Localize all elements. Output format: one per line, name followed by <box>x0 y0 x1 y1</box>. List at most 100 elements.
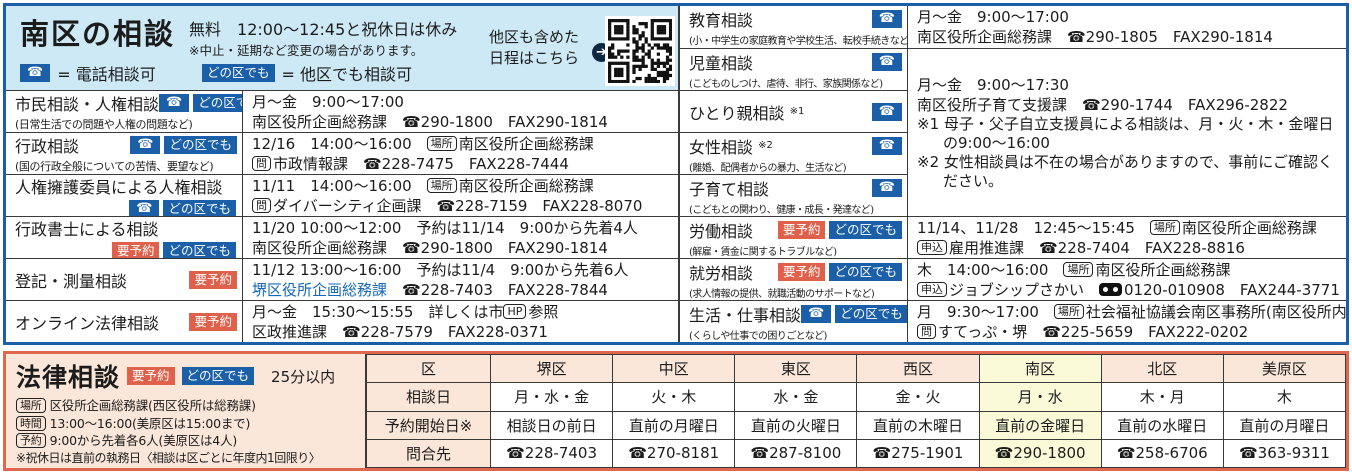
legal-info-line: 時間 13:00〜16:00(美原区は15:00まで) <box>16 415 357 433</box>
phone-legend: ☎ = 電話相談可 <box>20 61 156 85</box>
consultation-description: (国の行政全般についての苦情、要望など) <box>15 160 214 173</box>
detail-line: 11/20 10:00〜12:00 予約は11/14 9:00から先着4人 <box>252 218 638 237</box>
phone-ok-badge: ☎ <box>871 136 902 155</box>
qr-caption: 他区も含めた 日程はこちら <box>489 27 579 69</box>
detail-line: 南区役所企画総務課 ☎290-1800 FAX290-1814 <box>252 112 608 131</box>
table-cell: 木・月 <box>1100 382 1224 412</box>
table-cell: ☎270-8181 <box>612 438 736 469</box>
phone-ok-badge: ☎ <box>129 199 160 216</box>
consultation-row-label: ひとり親相談 ※1 ☎ <box>680 90 908 132</box>
row-header: 予約開始日※ <box>366 410 491 440</box>
table-row: 予約開始日※ 相談日の前日 直前の月曜日 直前の火曜日 直前の木曜日 直前の金曜日 直前の水… <box>366 410 1347 440</box>
consultation-row-label: 女性相談 ※2 ☎ (離婚、配偶者からの暴力、生活など) <box>680 132 908 174</box>
consultation-row-detail: 月〜金 15:30〜15:55 詳しくは市 HP 参照 区政推進課 ☎228-7579… <box>243 300 678 342</box>
ward-header: 東区 <box>734 353 858 384</box>
table-row: 問合先 ☎228-7403 ☎270-8181 ☎287-8100 ☎275-1901 ☎… <box>366 438 1347 469</box>
consultation-row-detail: 月〜金 9:00〜17:30 南区役所子育て支援課 ☎290-1744 FAX29… <box>908 48 1346 216</box>
table-cell: 水・金 <box>734 382 858 412</box>
consultation-row-label: 教育相談 ☎ (小・中学生の家庭教育や学校生活、転校手続きなど) <box>680 6 908 48</box>
office-link-text: 堺区役所企画総務課 <box>252 280 388 299</box>
detail-line: 11/11 14:00〜16:00 場所 南区役所企画総務課 <box>252 176 594 195</box>
consultation-row-detail: 月 9:30〜17:00 場所 社会福祉協議会南区事務所(南区役所内) 問すてっぷ・… <box>908 300 1346 342</box>
table-cell: 直前の月曜日 <box>612 410 736 440</box>
table-cell: 直前の金曜日 <box>978 410 1102 440</box>
tag-box: 場所 <box>426 177 457 193</box>
ward-header: 北区 <box>1100 353 1224 384</box>
consultation-name: 教育相談 <box>689 11 754 30</box>
consultation-row-detail: 11/20 10:00〜12:00 予約は11/14 9:00から先着4人 南区役… <box>243 216 678 258</box>
column-header: 区 <box>366 353 491 384</box>
tag-box: 問 <box>252 155 271 171</box>
reservation-required-badge: 要予約 <box>127 367 175 385</box>
consultation-row-detail: 木 14:00〜16:00 場所 南区役所企画総務課 申込 ジョブシップさかい 012… <box>908 258 1346 300</box>
table-row: 区堺区 中区 東区 西区 南区 北区 美原区 <box>366 353 1347 384</box>
consultation-description: (小・中学生の家庭教育や学校生活、転校手続きなど) <box>689 36 908 47</box>
legal-schedule-table: 区堺区 中区 東区 西区 南区 北区 美原区 相談日 月・水・金 火・木 水・金 金・火 月・水 木・月木… <box>366 353 1347 469</box>
consultation-row-label: 市民相談・人権相談☎どの区でも(日常生活での問題や人権の問題など) <box>6 90 243 132</box>
detail-line: 月〜金 9:00〜17:30 <box>917 75 1069 94</box>
detail-line: 月〜金 15:30〜15:55 詳しくは市 HP 参照 <box>252 302 559 321</box>
table-cell: 相談日の前日 <box>489 410 614 440</box>
legal-consultation-info: 法律相談 要予約 どの区でも 25分以内 場所 区役所企画総務課(西区役所は総務課… <box>6 354 366 468</box>
consultation-description: (日常生活での問題や人権の問題など) <box>15 118 193 131</box>
row-header: 相談日 <box>366 382 491 412</box>
consultation-row-detail: 月〜金 9:00〜17:00 南区役所企画総務課 ☎290-1805 FAX290… <box>908 6 1346 48</box>
reservation-required-badge: 要予約 <box>777 262 826 281</box>
any-ward-badge: どの区でも <box>163 199 236 216</box>
table-cell: ☎275-1901 <box>856 438 980 469</box>
consultation-name: 子育て相談 <box>689 179 770 199</box>
detail-line: 12/16 14:00〜16:00 場所 南区役所企画総務課 <box>252 134 594 153</box>
consultation-row-detail: 12/16 14:00〜16:00 場所 南区役所企画総務課問市政情報課 ☎228… <box>243 132 678 174</box>
table-cell: ☎290-1800 <box>978 438 1102 469</box>
legal-info-text: 9:00から先着各6人(美原区は4人) <box>49 433 238 448</box>
table-cell: 火・木 <box>612 382 736 412</box>
detail-line: 問ダイバーシティ企画課 ☎228-7159 FAX228-8070 <box>252 196 672 216</box>
consultation-row-label: 児童相談 ☎ (こどものしつけ、虐待、非行、家族関係など) <box>680 48 908 90</box>
legal-info-line: ※祝休日は直前の執務日〈相談は区ごとに年度内1回限り〉 <box>16 450 357 468</box>
tag-box: 予約 <box>16 433 46 449</box>
phone-ok-badge: ☎ <box>871 10 902 28</box>
legal-info-text: 区役所企画総務課(西区役所は総務課) <box>49 398 256 413</box>
detail-line: ※1 母子・父子自立支援員による相談は、月・火・木・金曜日の9:00〜16:00 <box>917 114 1334 152</box>
detail-line: 月〜金 9:00〜17:00 <box>252 92 404 111</box>
detail-line: ※2 女性相談員は不在の場合がありますので、事前にご確認ください。 <box>917 152 1333 190</box>
any-ward-legend: どの区でも = 他区でも相談可 <box>202 61 412 85</box>
phone-ok-badge: ☎ <box>871 102 902 121</box>
hours-text: 12:00〜12:45と祝休日は休み <box>237 20 458 39</box>
detail-line: 堺区役所企画総務課 ☎228-7403 FAX228-7844 <box>252 280 608 299</box>
detail-line: 木 14:00〜16:00 場所 南区役所企画総務課 <box>917 260 1231 279</box>
table-row: 相談日 月・水・金 火・木 水・金 金・火 月・水 木・月木 <box>366 382 1347 412</box>
detail-line: 南区役所企画総務課 ☎290-1800 FAX290-1814 <box>252 238 608 257</box>
reservation-required-badge: 要予約 <box>777 220 826 239</box>
detail-line: 申込 ジョブシップさかい 0120-010908 FAX244-3771 <box>917 280 1340 300</box>
qr-caption-line2: 日程はこちら <box>489 49 580 67</box>
consultation-description: (求人情報の提供、就職活動のサポートなど) <box>689 288 875 300</box>
consultation-row-detail: 11/14、11/28 12:45〜15:45 場所 南区役所企画総務課 申込 雇用推… <box>908 216 1346 258</box>
tag-box: 申込 <box>917 239 947 255</box>
general-consultations-table: 南区の相談 無料 12:00〜12:45と祝休日は休み ※中止・延期など変更の場… <box>6 6 678 342</box>
ward-header: 中区 <box>612 353 736 384</box>
tag-box: 問 <box>917 323 936 339</box>
phone-ok-badge: ☎ <box>20 64 51 82</box>
table-cell: 直前の木曜日 <box>856 410 980 440</box>
detail-line: 11/12 13:00〜16:00 予約は11/4 9:00から先着6人 <box>252 260 629 279</box>
consultation-row-detail: 月〜金 9:00〜17:00 南区役所企画総務課 ☎290-1800 FAX290… <box>243 90 678 132</box>
phone-ok-badge: ☎ <box>871 178 902 197</box>
minami-consultations-panel: 南区の相談 無料 12:00〜12:45と祝休日は休み ※中止・延期など変更の場… <box>3 3 1349 345</box>
legal-info-lines: 場所 区役所企画総務課(西区役所は総務課) 時間 13:00〜16:00(美原区は15… <box>16 397 357 467</box>
legal-schedule-table-wrap: 区堺区 中区 東区 西区 南区 北区 美原区 相談日 月・水・金 火・木 水・金 金・火 月・水 木・月木… <box>366 353 1347 469</box>
detail-line: 区政推進課 ☎228-7579 FAX228-0371 <box>252 322 548 341</box>
reservation-required-badge: 要予約 <box>189 270 237 289</box>
consultation-row-label: 登記・測量相談 要予約 <box>6 258 243 300</box>
table-cell: 金・火 <box>856 382 980 412</box>
consultation-row-label: 生活・仕事相談 ☎ どの区でも (くらしや仕事での困りごとなど) <box>680 300 908 342</box>
table-cell: 月・水 <box>978 382 1102 412</box>
consultation-name: 就労相談 <box>689 263 754 283</box>
consultation-row-label: オンライン法律相談 要予約 <box>6 300 243 342</box>
qr-code <box>605 16 675 86</box>
footnote-marker: ※1 <box>789 105 805 117</box>
consultation-name: 労働相談 <box>689 221 754 241</box>
tag-box: 場所 <box>1063 261 1094 277</box>
consultation-row-label: 労働相談 要予約 どの区でも (解雇・賃金に関するトラブルなど) <box>680 216 908 258</box>
